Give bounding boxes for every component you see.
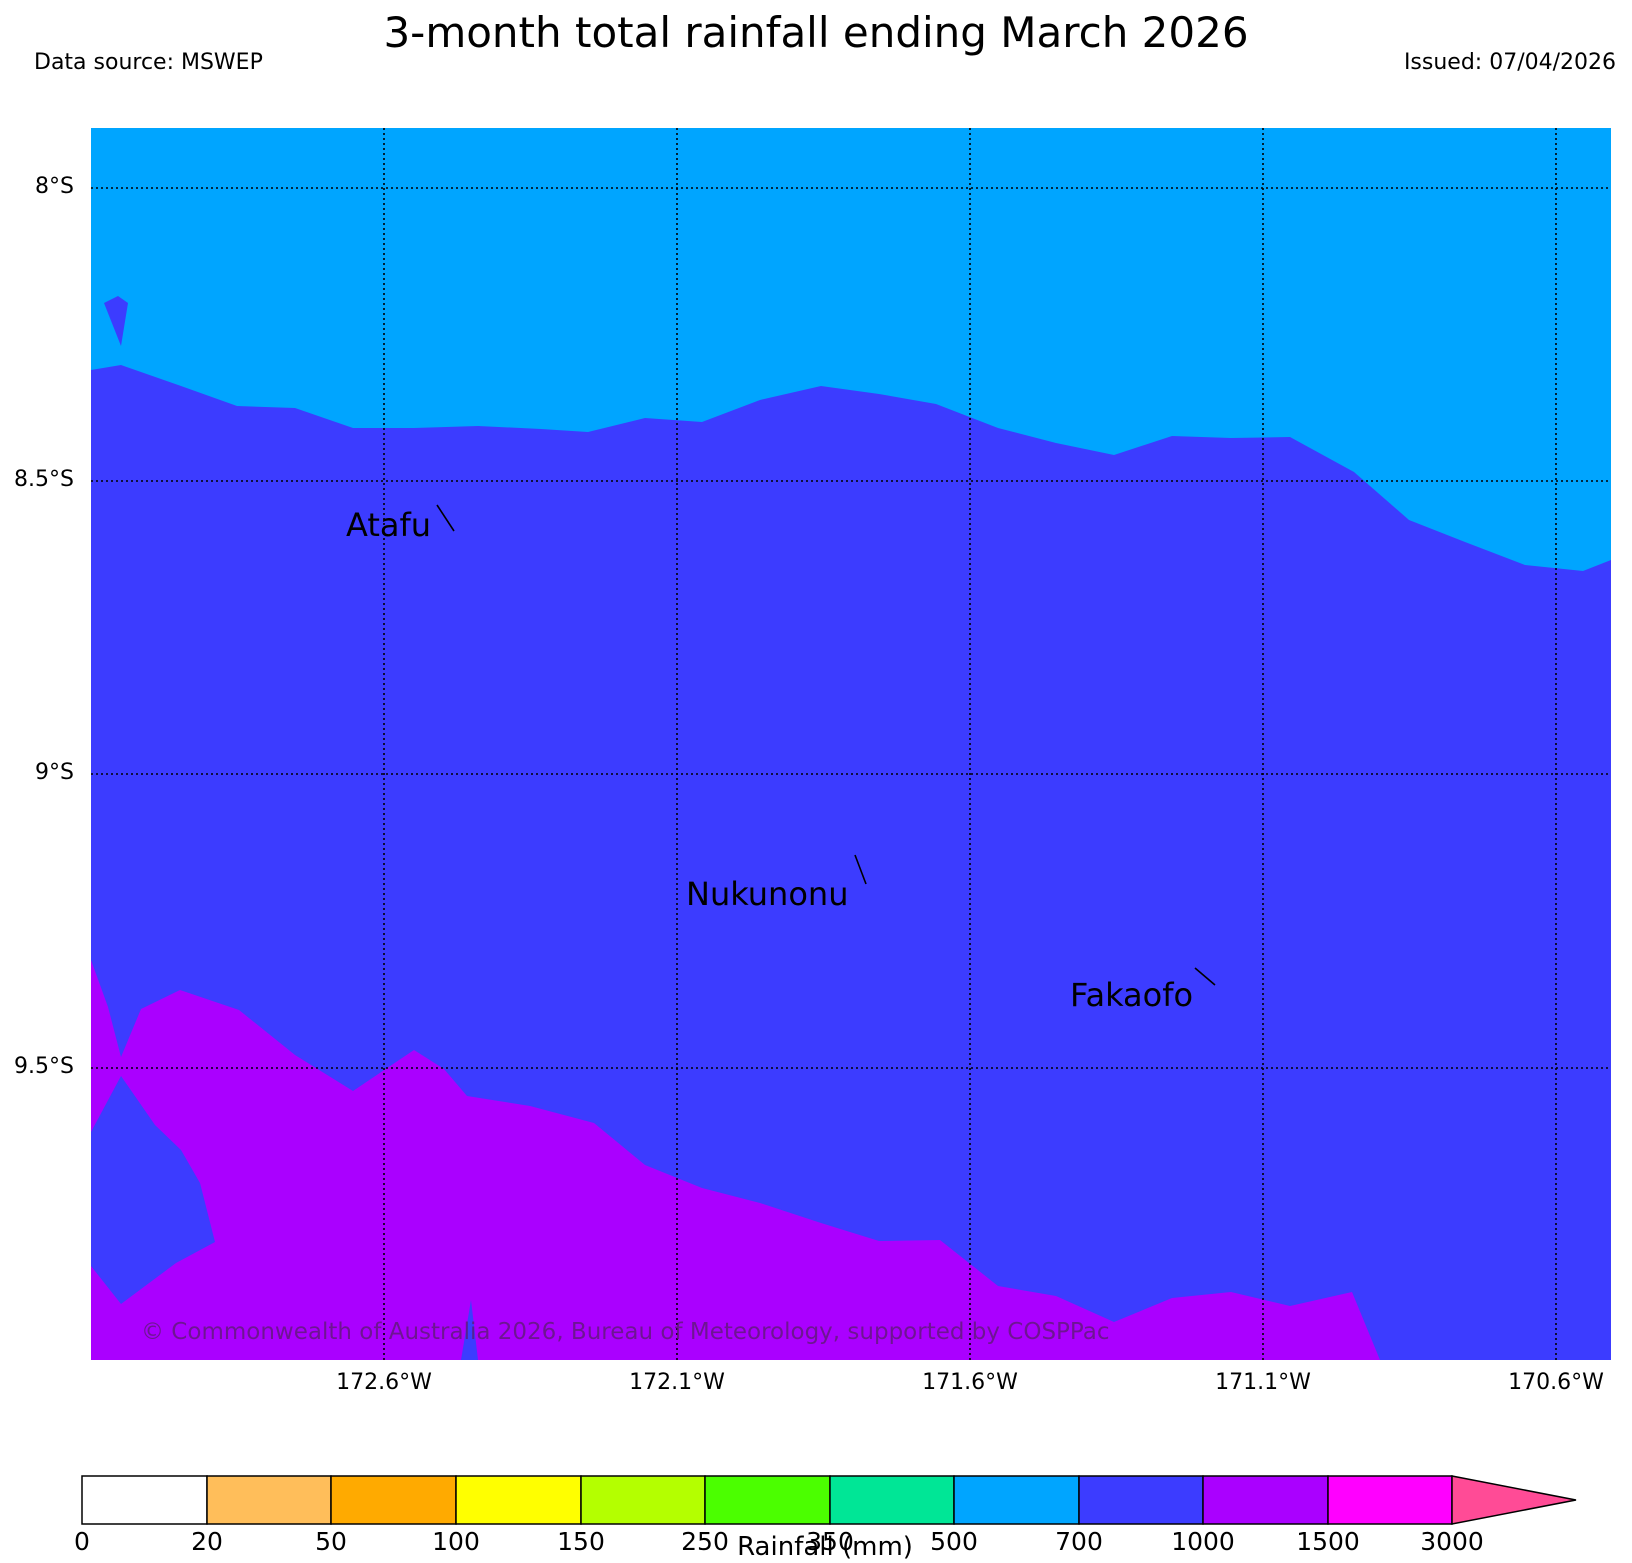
colorbar-segment-100-150 — [455, 1475, 582, 1525]
colorbar-segment-350-500 — [829, 1475, 955, 1525]
lon-label-172.1w: 172.1°W — [629, 1370, 725, 1395]
place-label-atafu: Atafu — [346, 506, 432, 544]
issued-date-label: Issued: 07/04/2026 — [1403, 50, 1616, 75]
colorbar-segment-50-100 — [330, 1475, 457, 1525]
colorbar-tick: 350 — [806, 1527, 854, 1556]
lon-label-170.6w: 170.6°W — [1508, 1370, 1604, 1395]
copyright-notice: © Commonwealth of Australia 2026, Bureau… — [141, 1319, 1110, 1345]
fakaofo-leader — [1194, 967, 1216, 986]
colorbar-tick: 250 — [681, 1527, 729, 1556]
map-title: 3-month total rainfall ending March 2026 — [383, 8, 1249, 57]
colorbar-tick: 50 — [315, 1527, 347, 1556]
lat-label-9.5s: 9.5°S — [14, 1054, 74, 1079]
colorbar-tick: 0 — [74, 1527, 90, 1556]
band-700-1000-lower — [91, 1076, 215, 1304]
band-700-1000-sliver — [461, 1300, 478, 1360]
colorbar-tick: 1000 — [1171, 1527, 1235, 1556]
lon-label-171.6w: 171.6°W — [922, 1370, 1018, 1395]
colorbar-segment-1000-1500 — [1202, 1475, 1329, 1525]
colorbar-segment-700-1000 — [1078, 1475, 1204, 1525]
colorbar-segment-250-350 — [704, 1475, 831, 1525]
lat-label-8s: 8°S — [35, 174, 74, 199]
nukunonu-leader — [854, 854, 867, 885]
colorbar-tick: 150 — [557, 1527, 605, 1556]
colorbar-tick: 700 — [1055, 1527, 1103, 1556]
colorbar-segment-1500-3000 — [1327, 1475, 1453, 1525]
lon-label-171.1w: 171.1°W — [1215, 1370, 1311, 1395]
colorbar-segment-0-20 — [81, 1475, 208, 1525]
colorbar-tick: 100 — [432, 1527, 480, 1556]
band-1000-1500 — [91, 960, 1380, 1360]
colorbar — [81, 1475, 1577, 1525]
colorbar-segment-150-250 — [580, 1475, 706, 1525]
colorbar-tick: 20 — [191, 1527, 223, 1556]
graticule — [91, 128, 1611, 1360]
colorbar-tick: 1500 — [1296, 1527, 1360, 1556]
colorbar-label: Rainfall (mm) — [737, 1532, 913, 1562]
colorbar-segment-500-700 — [953, 1475, 1080, 1525]
place-label-nukunonu: Nukunonu — [686, 875, 849, 913]
atafu-leader — [436, 504, 455, 532]
lat-label-9s: 9°S — [35, 760, 74, 785]
band-700-1000-patch — [104, 296, 128, 346]
colorbar-segment-20-50 — [206, 1475, 332, 1525]
data-source-label: Data source: MSWEP — [34, 50, 263, 75]
lon-label-172.6w: 172.6°W — [336, 1370, 432, 1395]
colorbar-tick: 500 — [930, 1527, 978, 1556]
place-label-fakaofo: Fakaofo — [1070, 976, 1194, 1014]
colorbar-extend-arrow — [1451, 1475, 1577, 1525]
lat-label-8.5s: 8.5°S — [14, 467, 74, 492]
colorbar-tick: 3000 — [1420, 1527, 1484, 1556]
